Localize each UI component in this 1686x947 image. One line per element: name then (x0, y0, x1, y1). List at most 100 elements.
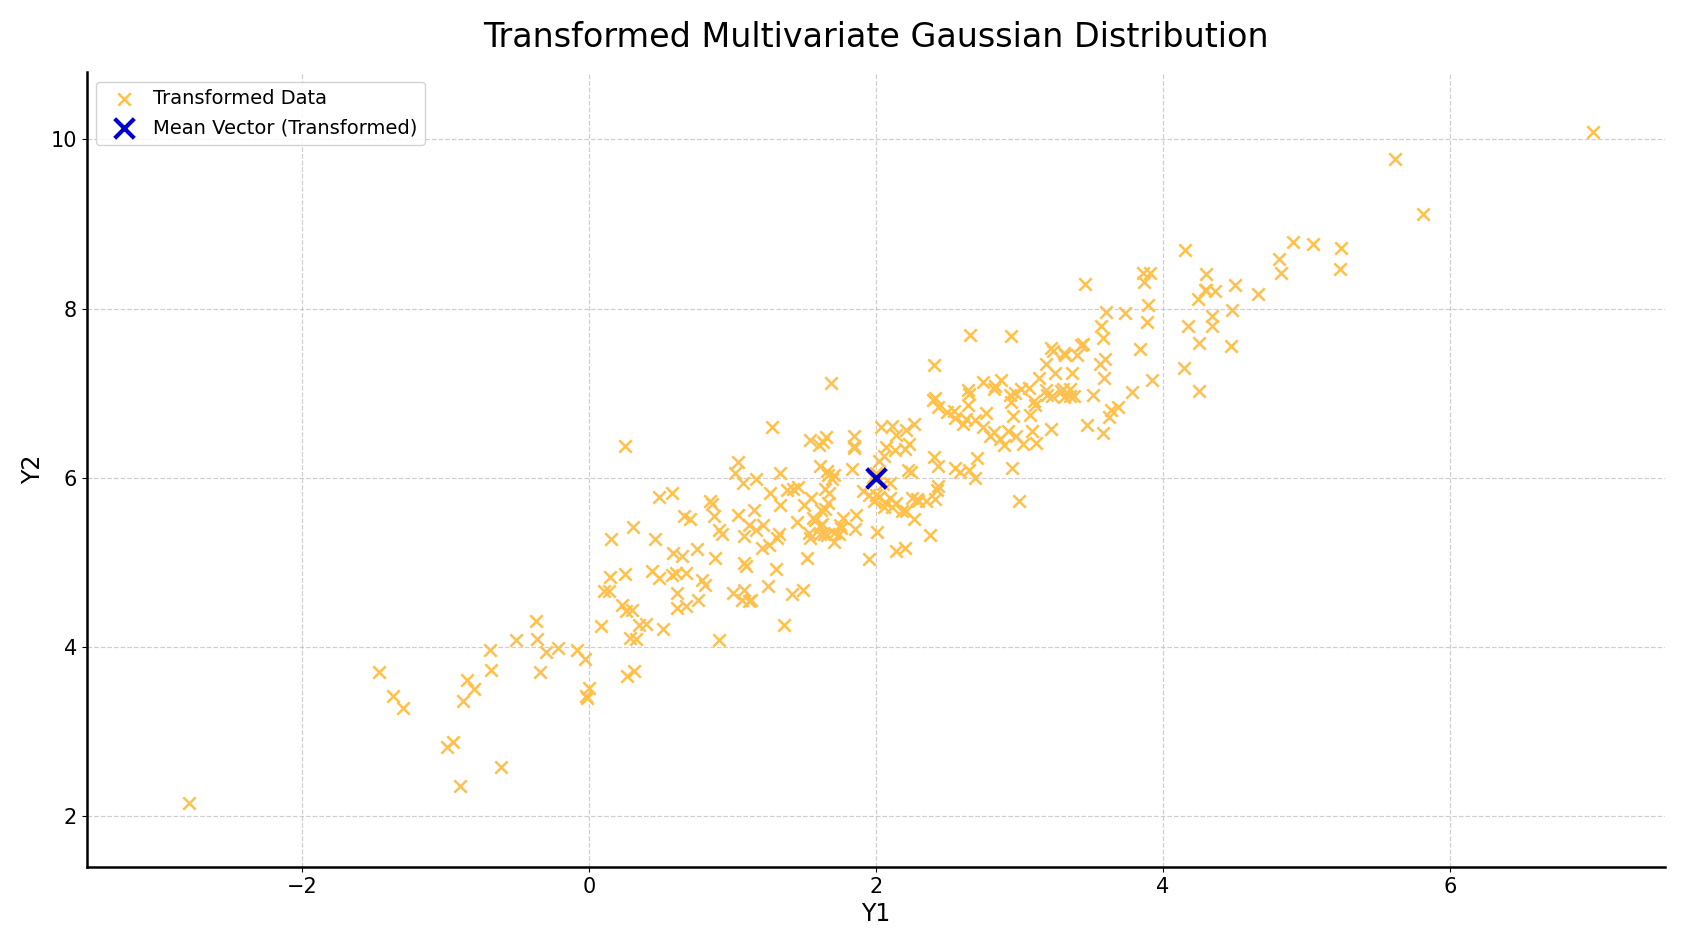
Transformed Data (612, 603, 639, 618)
Transformed Data (811, 527, 838, 542)
Transformed Data (1300, 237, 1327, 252)
Transformed Data (673, 565, 700, 581)
Transformed Data (1126, 341, 1153, 356)
Transformed Data (691, 578, 718, 593)
Transformed Data (1268, 265, 1295, 280)
Transformed Data (1096, 409, 1123, 424)
Transformed Data (1037, 340, 1064, 355)
Transformed Data (892, 504, 919, 519)
Transformed Data (976, 428, 1003, 443)
Transformed Data (1034, 387, 1060, 402)
Transformed Data (941, 403, 968, 419)
Transformed Data (1047, 384, 1074, 399)
Transformed Data (698, 497, 725, 512)
Transformed Data (755, 578, 782, 593)
Transformed Data (863, 524, 890, 539)
Transformed Data (998, 395, 1025, 410)
Transformed Data (563, 643, 590, 658)
Transformed Data (980, 381, 1007, 396)
Transformed Data (1091, 370, 1118, 385)
Transformed Data (1219, 302, 1246, 317)
Transformed Data (1039, 388, 1066, 403)
Transformed Data (595, 583, 622, 599)
Transformed Data (1111, 306, 1138, 321)
Transformed Data (1327, 241, 1354, 256)
Transformed Data (878, 499, 905, 514)
Transformed Data (502, 633, 529, 648)
Transformed Data (1580, 124, 1607, 139)
Transformed Data (735, 593, 762, 608)
Transformed Data (883, 428, 910, 443)
Transformed Data (706, 523, 733, 538)
Transformed Data (620, 519, 647, 534)
Transformed Data (676, 511, 703, 527)
Transformed Data (730, 528, 757, 544)
Transformed Data (921, 393, 948, 408)
Transformed Data (813, 429, 840, 444)
Transformed Data (725, 455, 752, 470)
Transformed Data (1060, 388, 1087, 403)
Transformed Data (609, 598, 636, 613)
Transformed Data (900, 511, 927, 527)
Transformed Data (1202, 283, 1229, 298)
Transformed Data (1170, 360, 1197, 375)
Transformed Data (1071, 277, 1098, 292)
Transformed Data (720, 585, 747, 600)
Transformed Data (779, 586, 806, 601)
Transformed Data (765, 526, 792, 541)
Transformed Data (1087, 319, 1114, 334)
Transformed Data (487, 759, 514, 775)
Transformed Data (590, 583, 617, 599)
Transformed Data (814, 485, 841, 500)
Transformed Data (389, 700, 416, 715)
Transformed Data (877, 475, 904, 491)
Transformed Data (981, 379, 1008, 394)
Transformed Data (981, 425, 1008, 440)
Transformed Data (806, 438, 833, 453)
Transformed Data (1000, 408, 1027, 423)
Transformed Data (826, 517, 853, 532)
Transformed Data (808, 519, 835, 534)
Transformed Data (597, 531, 624, 546)
Transformed Data (1050, 348, 1077, 363)
Transformed Data (755, 538, 782, 553)
Transformed Data (725, 508, 752, 523)
Transformed Data (750, 517, 777, 532)
Transformed Data (892, 441, 919, 456)
Transformed Data (433, 740, 460, 755)
Transformed Data (523, 632, 550, 647)
Transformed Data (1222, 277, 1249, 293)
X-axis label: Y1: Y1 (862, 902, 890, 926)
Transformed Data (840, 440, 867, 456)
Transformed Data (728, 592, 755, 607)
Transformed Data (764, 562, 791, 577)
Transformed Data (1244, 287, 1271, 302)
Transformed Data (924, 458, 951, 474)
Transformed Data (619, 603, 646, 618)
Transformed Data (1130, 275, 1157, 290)
Transformed Data (732, 556, 759, 571)
Transformed Data (735, 517, 762, 532)
Transformed Data (764, 530, 791, 545)
Transformed Data (1266, 252, 1293, 267)
Transformed Data (830, 510, 856, 526)
Transformed Data (956, 386, 983, 402)
Transformed Data (809, 435, 836, 450)
Transformed Data (1087, 356, 1114, 371)
Transformed Data (1093, 305, 1120, 320)
Transformed Data (840, 438, 867, 454)
Transformed Data (740, 503, 767, 518)
Transformed Data (1130, 265, 1157, 280)
Transformed Data (1185, 335, 1212, 350)
Transformed Data (942, 460, 969, 475)
Transformed Data (575, 681, 602, 696)
Transformed Data (617, 630, 644, 645)
Transformed Data (892, 541, 919, 556)
Transformed Data (990, 438, 1017, 453)
Transformed Data (447, 778, 474, 794)
Transformed Data (730, 582, 757, 598)
Transformed Data (894, 463, 921, 478)
Transformed Data (620, 664, 647, 679)
Transformed Data (523, 614, 550, 629)
Transformed Data (597, 569, 624, 584)
